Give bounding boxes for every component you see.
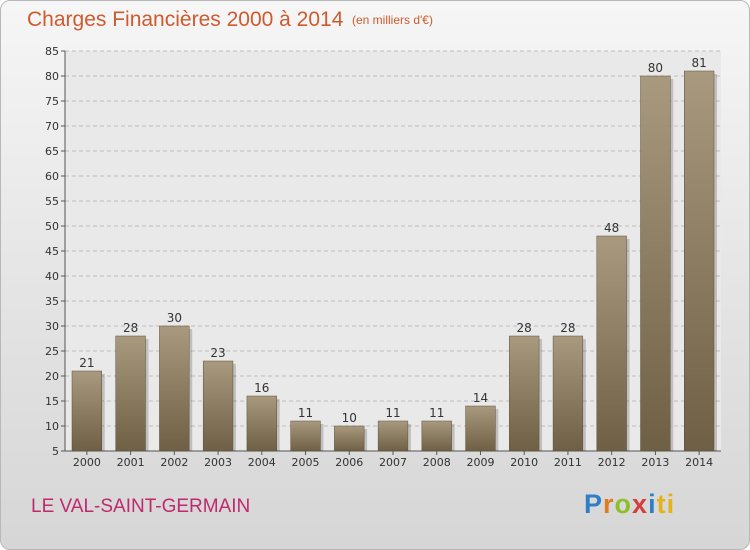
bar-2007 — [377, 420, 409, 452]
chart-title: Charges Financières 2000 à 2014 — [27, 8, 344, 31]
data-label: 81 — [691, 56, 706, 70]
data-label: 80 — [648, 61, 663, 75]
data-label: 28 — [517, 321, 532, 335]
logo-letter: x — [632, 489, 649, 519]
bar-2014 — [684, 70, 715, 452]
data-label: 16 — [254, 381, 269, 395]
logo-letter: r — [603, 489, 615, 519]
data-label: 30 — [167, 311, 182, 325]
x-tick-label: 2012 — [598, 456, 626, 469]
x-tick-label: 2011 — [554, 456, 582, 469]
logo-letter: ti — [656, 489, 676, 519]
bar-2005 — [290, 420, 321, 452]
x-tick-label: 2013 — [641, 456, 669, 469]
y-tick-label: 80 — [45, 70, 59, 83]
chart-subtitle: (en milliers d'€) — [352, 13, 433, 27]
y-tick-label: 5 — [52, 445, 59, 458]
data-label: 11 — [385, 406, 400, 420]
bar-2009 — [465, 405, 496, 452]
bar-2013 — [640, 75, 671, 452]
data-label: 28 — [123, 321, 138, 335]
y-tick-label: 55 — [45, 195, 59, 208]
y-tick-label: 65 — [45, 145, 59, 158]
x-tick-label: 2010 — [510, 456, 538, 469]
y-tick-label: 85 — [45, 45, 59, 58]
logo-letter: o — [614, 489, 633, 519]
y-tick-label: 20 — [45, 370, 59, 383]
data-label: 11 — [298, 406, 313, 420]
y-tick-label: 25 — [45, 345, 59, 358]
y-tick-label: 50 — [45, 220, 59, 233]
bar-2001 — [115, 335, 146, 452]
x-tick-label: 2007 — [379, 456, 407, 469]
y-tick-label: 30 — [45, 320, 59, 333]
x-tick-label: 2006 — [335, 456, 363, 469]
data-label: 23 — [210, 346, 225, 360]
x-tick-label: 2004 — [248, 456, 276, 469]
logo-letter: i — [648, 489, 657, 519]
labels: 5 10 15 20 25 30 35 40 45 50 55 60 65 70 75 80 85 21 2000 2… — [45, 45, 713, 469]
bar-2004 — [246, 395, 277, 452]
data-label: 28 — [560, 321, 575, 335]
x-tick-label: 2002 — [160, 456, 188, 469]
bar-2002 — [159, 325, 190, 452]
bar-2010 — [509, 335, 540, 452]
bar-2008 — [421, 420, 452, 452]
bar-2006 — [334, 425, 365, 452]
proxiti-logo: Proxiti — [584, 489, 675, 520]
data-label: 11 — [429, 406, 444, 420]
x-tick-label: 2005 — [292, 456, 320, 469]
y-tick-label: 40 — [45, 270, 59, 283]
data-label: 10 — [342, 411, 357, 425]
bar-2000 — [71, 370, 102, 452]
bars — [71, 70, 718, 452]
y-tick-label: 45 — [45, 245, 59, 258]
logo-letter: P — [584, 489, 604, 519]
y-tick-label: 35 — [45, 295, 59, 308]
data-label: 48 — [604, 221, 619, 235]
y-tick-label: 10 — [45, 420, 59, 433]
data-label: 21 — [79, 356, 94, 370]
y-tick-label: 70 — [45, 120, 59, 133]
bar-2011 — [552, 335, 584, 452]
x-tick-label: 2009 — [466, 456, 494, 469]
y-tick-label: 15 — [45, 395, 59, 408]
x-tick-label: 2003 — [204, 456, 232, 469]
x-tick-label: 2014 — [685, 456, 713, 469]
bar-2012 — [596, 235, 627, 452]
y-tick-label: 60 — [45, 170, 59, 183]
x-tick-label: 2001 — [117, 456, 145, 469]
y-tick-label: 75 — [45, 95, 59, 108]
commune-name: LE VAL-SAINT-GERMAIN — [31, 496, 251, 517]
x-tick-label: 2008 — [423, 456, 451, 469]
x-tick-label: 2000 — [73, 456, 101, 469]
bar-2003 — [202, 360, 234, 452]
data-label: 14 — [473, 391, 488, 405]
